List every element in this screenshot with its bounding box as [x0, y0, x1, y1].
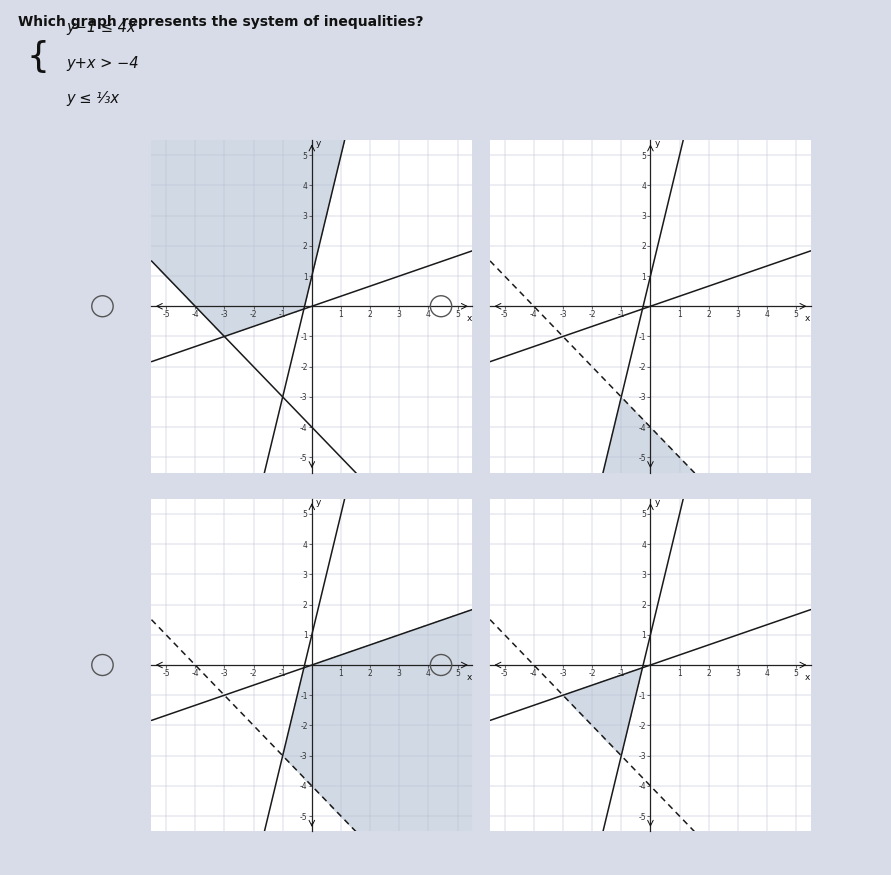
- Text: y: y: [655, 139, 660, 148]
- Text: y ≤ ¹⁄₃x: y ≤ ¹⁄₃x: [67, 92, 119, 107]
- Text: x: x: [805, 673, 810, 682]
- Text: Which graph represents the system of inequalities?: Which graph represents the system of ine…: [18, 15, 423, 29]
- Text: x: x: [466, 673, 471, 682]
- Text: y: y: [316, 139, 322, 148]
- Text: y+x > −4: y+x > −4: [67, 56, 139, 71]
- Text: y: y: [316, 498, 322, 507]
- Text: {: {: [27, 40, 50, 74]
- Text: x: x: [466, 314, 471, 324]
- Text: x: x: [805, 314, 810, 324]
- Text: y−1 ≤ 4x: y−1 ≤ 4x: [67, 20, 136, 35]
- Text: y: y: [655, 498, 660, 507]
